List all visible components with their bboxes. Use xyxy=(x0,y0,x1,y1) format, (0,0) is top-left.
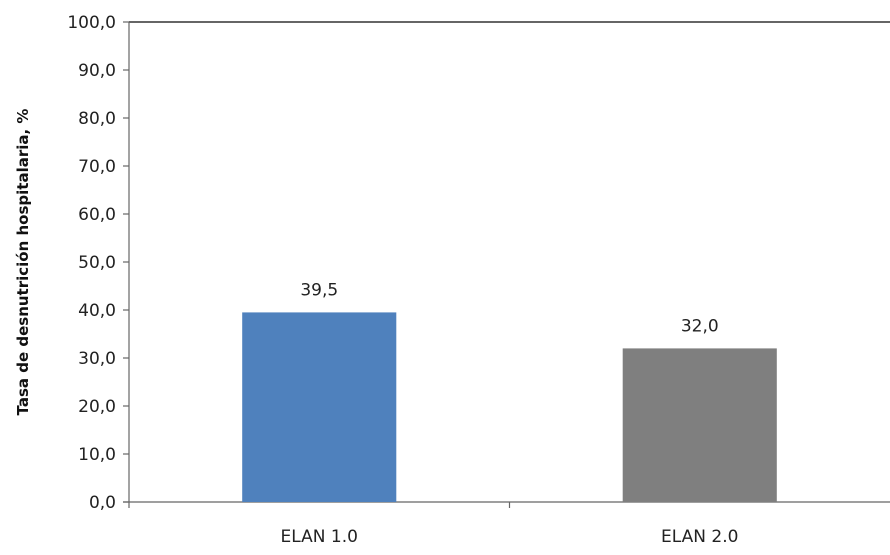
x-category-label: ELAN 2.0 xyxy=(661,527,738,547)
y-tick-label: 20,0 xyxy=(78,397,116,417)
y-tick-label: 10,0 xyxy=(78,445,116,465)
y-tick-label: 50,0 xyxy=(78,253,116,273)
y-tick-label: 40,0 xyxy=(78,301,116,321)
y-tick-label: 80,0 xyxy=(78,109,116,129)
y-tick-label: 70,0 xyxy=(78,157,116,177)
y-tick-label: 0,0 xyxy=(89,493,116,513)
data-label: 32,0 xyxy=(681,316,719,336)
y-tick-label: 60,0 xyxy=(78,205,116,225)
y-tick-label: 90,0 xyxy=(78,61,116,81)
y-tick-label: 30,0 xyxy=(78,349,116,369)
x-category-label: ELAN 1.0 xyxy=(281,527,358,547)
bar-2 xyxy=(622,348,777,502)
y-axis-title: Tasa de desnutrición hospitalaria, % xyxy=(14,109,32,416)
y-tick-label: 100,0 xyxy=(67,13,116,33)
bar-1 xyxy=(242,312,397,502)
data-label: 39,5 xyxy=(300,280,338,300)
plot-area: 0,0 10,0 20,0 30,0 40,0 50,0 60,0 70,0 80,0 90,0 1… xyxy=(67,13,890,547)
